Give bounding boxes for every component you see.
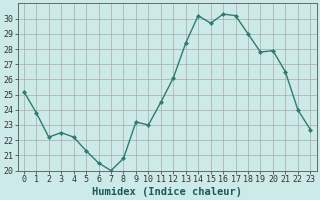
X-axis label: Humidex (Indice chaleur): Humidex (Indice chaleur) [92,186,242,197]
